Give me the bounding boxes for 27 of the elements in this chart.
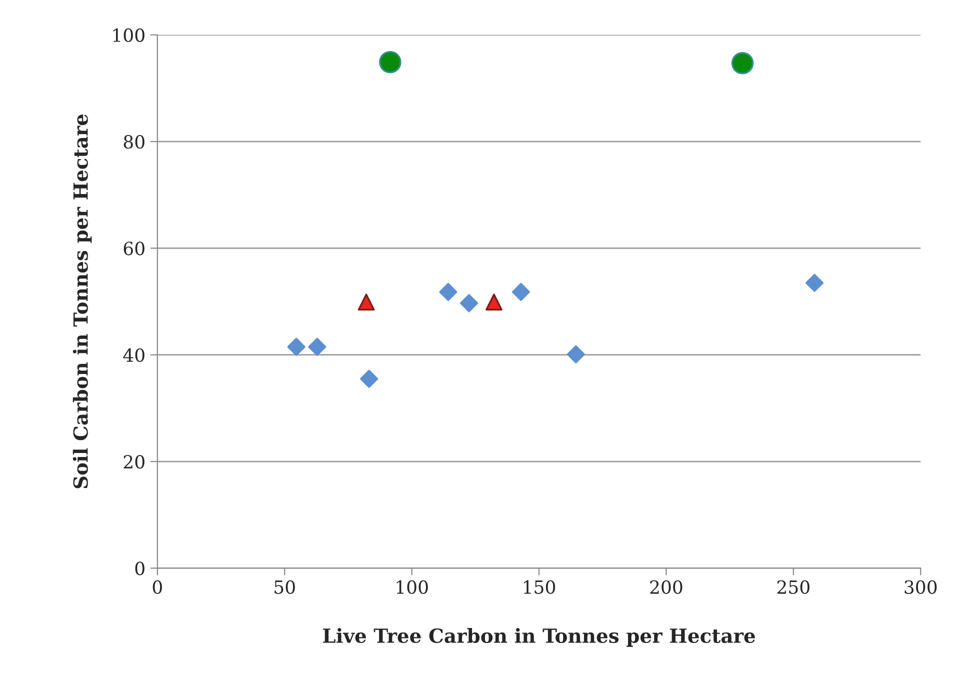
- x-tick-label: 150: [524, 580, 556, 594]
- x-tick-label: 250: [777, 580, 810, 594]
- point: [512, 282, 530, 301]
- point: [731, 52, 754, 74]
- point: [287, 338, 306, 356]
- x-tick-label: 200: [650, 580, 682, 594]
- point: [439, 282, 458, 301]
- y-tick-label: 60: [124, 242, 144, 256]
- point: [358, 294, 375, 311]
- y-tick-label: 100: [113, 28, 144, 42]
- y-tick-label: 0: [135, 562, 144, 576]
- y-tick-label: 20: [124, 454, 144, 469]
- y-tick-label: 40: [123, 348, 144, 362]
- x-tick-label: 50: [274, 580, 295, 594]
- x-axis-title: Live Tree Carbon in Tonnes per Hectare: [323, 628, 755, 647]
- x-tick-label: 300: [904, 580, 937, 594]
- x-tick-label: 100: [396, 580, 428, 594]
- point: [805, 274, 824, 292]
- y-tick-label: 80: [124, 135, 144, 149]
- y-axis-title: Soil Carbon in Tonnes per Hectare: [72, 114, 92, 488]
- x-tick-label: 0: [152, 580, 162, 594]
- point: [308, 338, 326, 356]
- point: [566, 345, 585, 364]
- point: [460, 294, 478, 312]
- point: [486, 294, 502, 311]
- point: [360, 370, 378, 388]
- point: [379, 50, 402, 74]
